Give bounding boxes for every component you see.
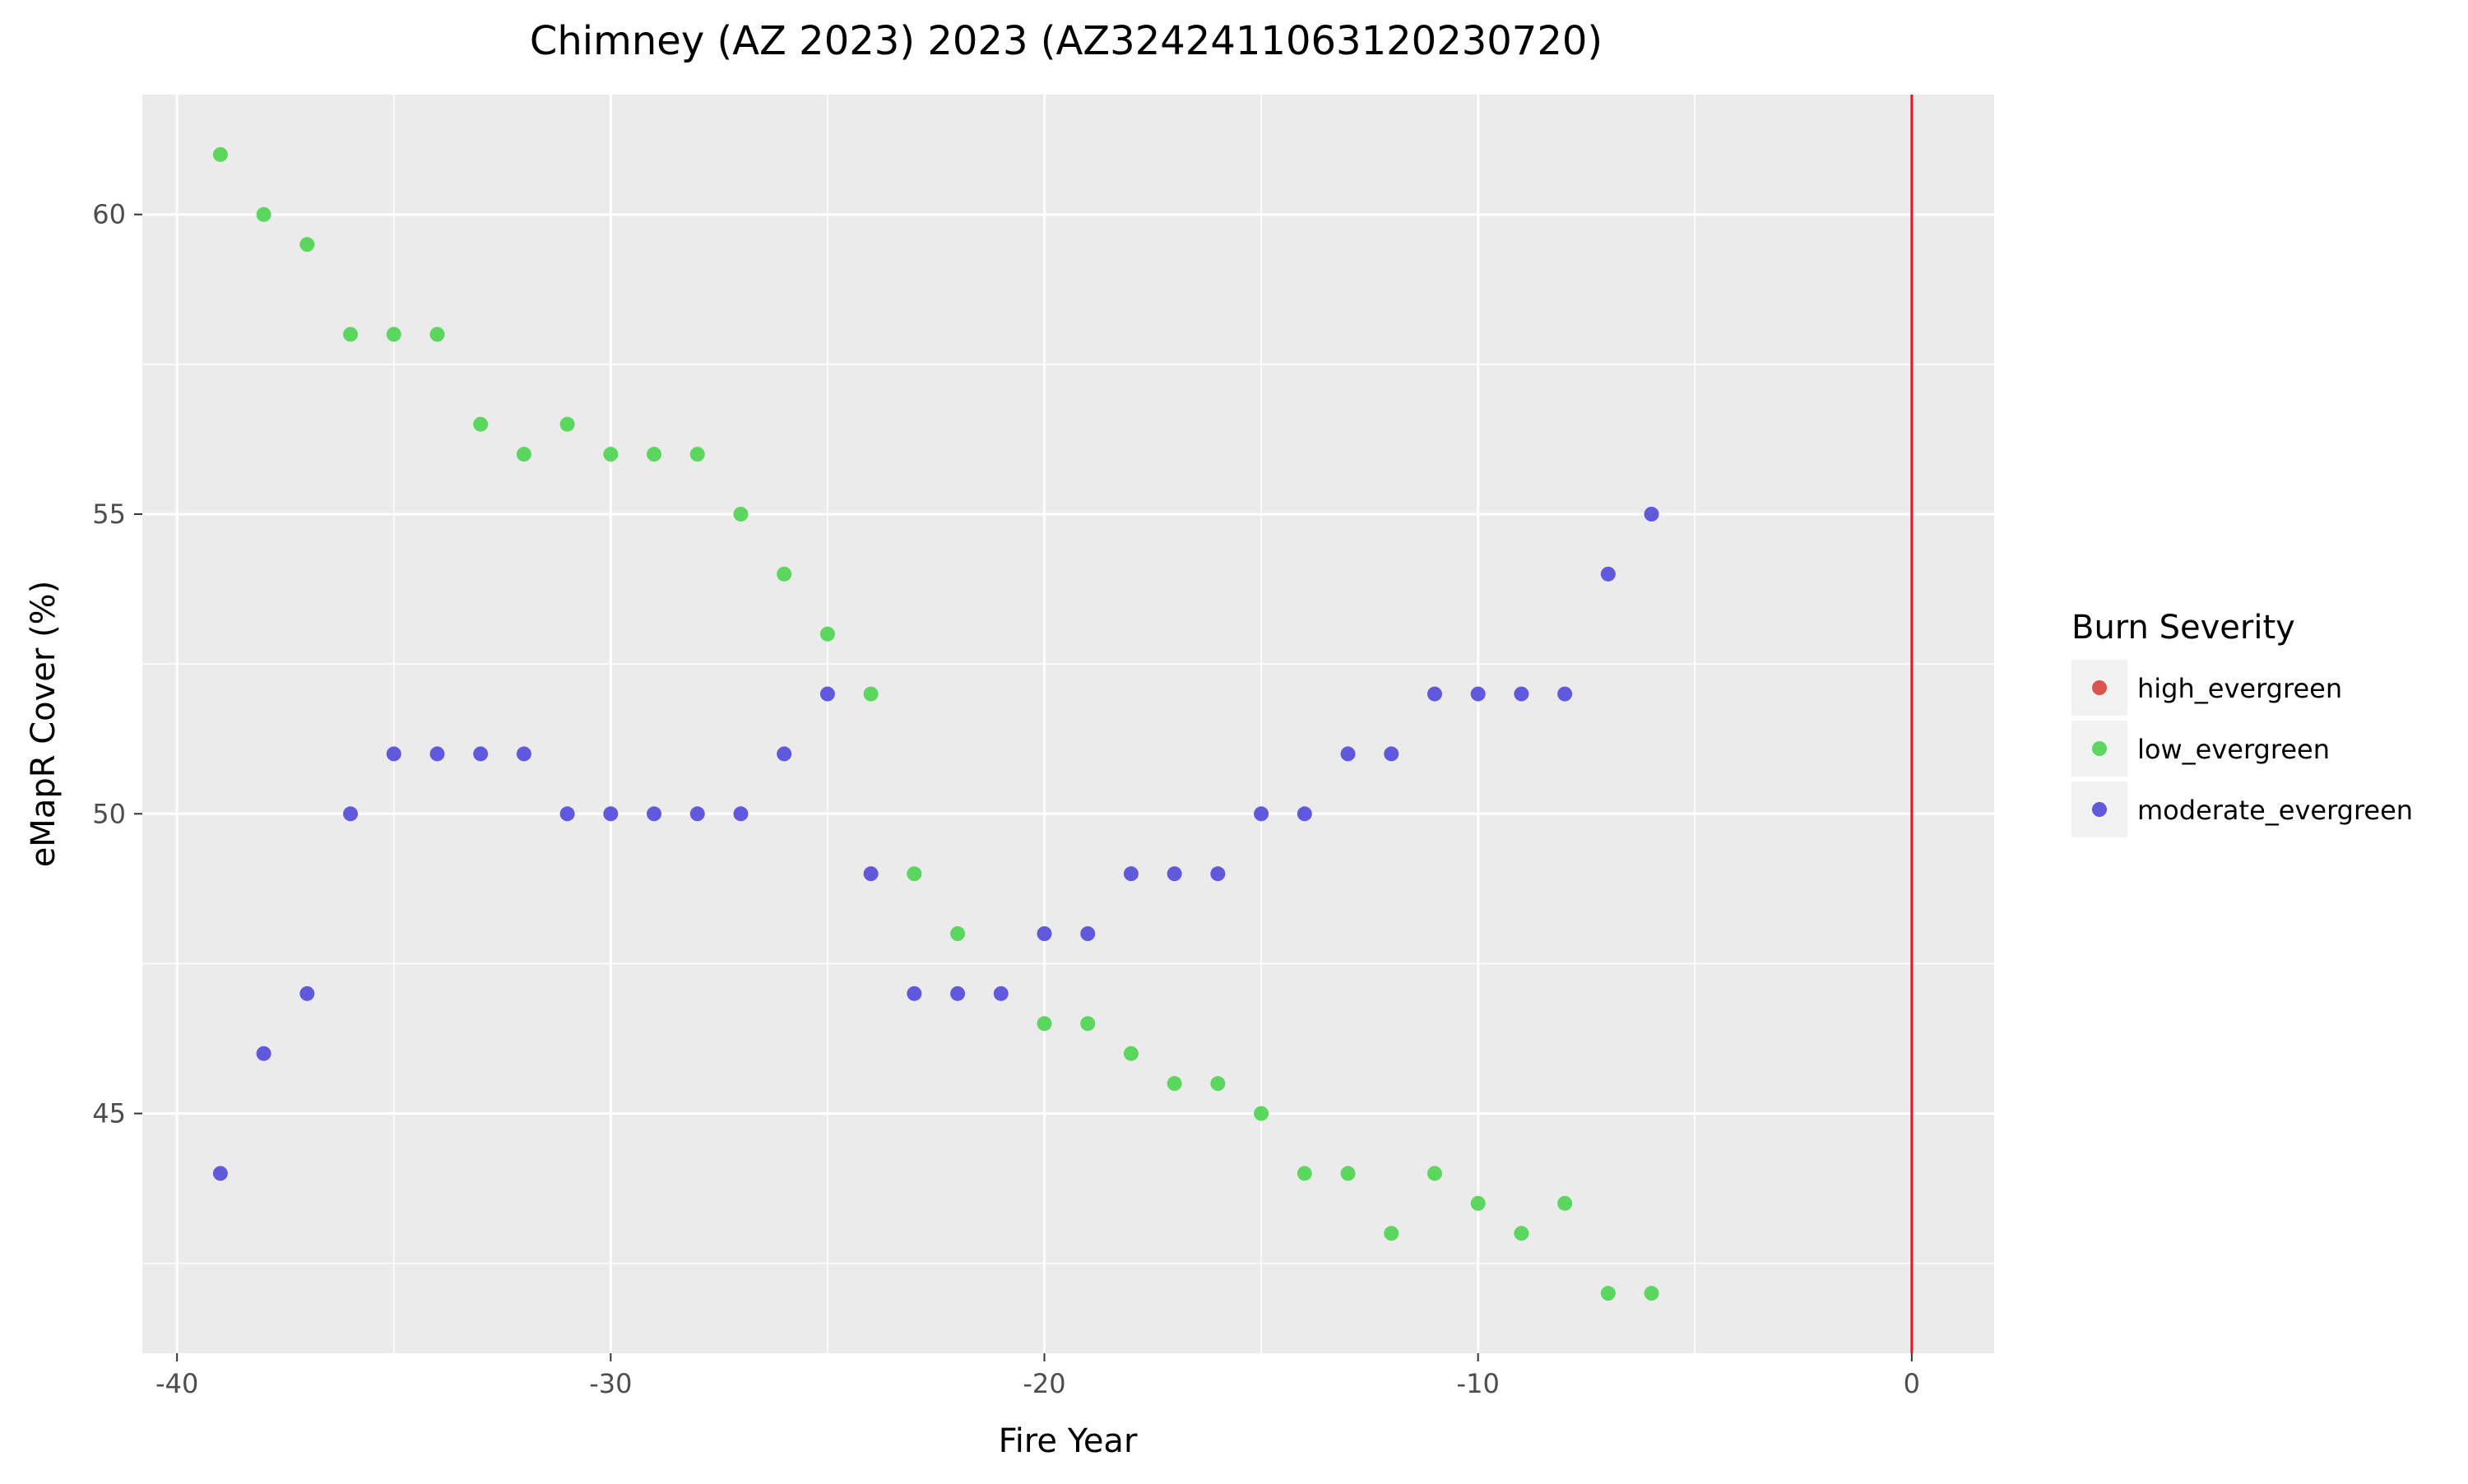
- data-point-moderate-evergreen: [343, 806, 359, 822]
- data-point-moderate-evergreen: [1644, 507, 1659, 522]
- data-point-low-evergreen: [516, 447, 531, 462]
- data-point-low-evergreen: [603, 447, 619, 462]
- data-point-moderate-evergreen: [993, 985, 1009, 1001]
- data-point-low-evergreen: [386, 327, 401, 342]
- data-point-moderate-evergreen: [299, 985, 315, 1001]
- data-point-moderate-evergreen: [256, 1046, 271, 1061]
- y-tick-label: 50: [92, 798, 126, 829]
- x-tick-label: -40: [155, 1368, 198, 1399]
- data-point-low-evergreen: [863, 686, 879, 702]
- data-point-low-evergreen: [1297, 1166, 1312, 1181]
- data-point-moderate-evergreen: [1384, 746, 1399, 762]
- data-point-moderate-evergreen: [1514, 686, 1529, 702]
- data-point-moderate-evergreen: [777, 746, 792, 762]
- data-point-moderate-evergreen: [1167, 866, 1182, 882]
- data-point-moderate-evergreen: [1470, 686, 1486, 702]
- data-point-moderate-evergreen: [1037, 926, 1052, 941]
- data-point-moderate-evergreen: [950, 985, 966, 1001]
- grid-minor: [142, 95, 1994, 1353]
- data-point-low-evergreen: [559, 416, 575, 432]
- data-point-moderate-evergreen: [863, 866, 879, 882]
- data-point-moderate-evergreen: [559, 806, 575, 822]
- x-axis-title: Fire Year: [999, 1422, 1138, 1460]
- data-point-low-evergreen: [1470, 1195, 1486, 1211]
- data-point-low-evergreen: [299, 237, 315, 253]
- data-point-moderate-evergreen: [516, 746, 531, 762]
- data-point-moderate-evergreen: [1210, 866, 1226, 882]
- data-point-moderate-evergreen: [473, 746, 489, 762]
- data-point-low-evergreen: [1210, 1076, 1226, 1092]
- data-points: [212, 146, 1659, 1301]
- data-point-low-evergreen: [1514, 1226, 1529, 1241]
- data-point-moderate-evergreen: [1600, 566, 1616, 582]
- data-point-moderate-evergreen: [819, 686, 835, 702]
- data-point-moderate-evergreen: [1080, 926, 1096, 941]
- data-point-low-evergreen: [1384, 1226, 1399, 1241]
- legend-marker-high-evergreen: [2092, 680, 2107, 695]
- chart-title: Chimney (AZ 2023) 2023 (AZ32424110631202…: [530, 18, 1603, 64]
- data-point-low-evergreen: [1254, 1106, 1269, 1121]
- data-point-low-evergreen: [1080, 1016, 1096, 1032]
- data-point-low-evergreen: [1340, 1166, 1356, 1181]
- plot-panel: [142, 95, 1994, 1353]
- data-point-moderate-evergreen: [907, 985, 922, 1001]
- data-point-low-evergreen: [1167, 1076, 1182, 1092]
- data-point-low-evergreen: [647, 447, 662, 462]
- data-point-low-evergreen: [733, 507, 749, 522]
- data-point-low-evergreen: [1427, 1166, 1442, 1181]
- y-axis-title: eMapR Cover (%): [25, 581, 63, 868]
- data-point-low-evergreen: [473, 416, 489, 432]
- y-tick-label: 55: [92, 499, 126, 530]
- data-point-low-evergreen: [1557, 1195, 1573, 1211]
- data-point-low-evergreen: [1123, 1046, 1139, 1061]
- data-point-moderate-evergreen: [429, 746, 445, 762]
- data-point-low-evergreen: [1037, 1016, 1052, 1032]
- data-point-moderate-evergreen: [1297, 806, 1312, 822]
- legend-label: high_evergreen: [2137, 673, 2342, 704]
- x-tick-label: -30: [589, 1368, 632, 1399]
- legend-label: moderate_evergreen: [2137, 795, 2413, 826]
- data-point-low-evergreen: [819, 626, 835, 642]
- legend-title: Burn Severity: [2071, 609, 2295, 647]
- data-point-low-evergreen: [212, 146, 228, 162]
- legend-label: low_evergreen: [2137, 734, 2330, 765]
- data-point-low-evergreen: [907, 866, 922, 882]
- data-point-moderate-evergreen: [386, 746, 401, 762]
- data-point-moderate-evergreen: [212, 1166, 228, 1181]
- x-axis: -40 -30 -20 -10 0: [155, 1353, 1920, 1399]
- data-point-moderate-evergreen: [1557, 686, 1573, 702]
- x-tick-label: 0: [1904, 1368, 1920, 1399]
- data-point-moderate-evergreen: [603, 806, 619, 822]
- data-point-low-evergreen: [950, 926, 966, 941]
- data-point-low-evergreen: [689, 447, 705, 462]
- data-point-moderate-evergreen: [689, 806, 705, 822]
- data-point-low-evergreen: [343, 327, 359, 342]
- data-point-moderate-evergreen: [1254, 806, 1269, 822]
- data-point-low-evergreen: [1600, 1286, 1616, 1301]
- data-point-low-evergreen: [777, 566, 792, 582]
- data-point-moderate-evergreen: [1123, 866, 1139, 882]
- data-point-moderate-evergreen: [1427, 686, 1442, 702]
- y-tick-label: 45: [92, 1098, 126, 1129]
- legend-keys: high_evergreen low_evergreen moderate_ever…: [2071, 660, 2413, 837]
- data-point-low-evergreen: [1644, 1286, 1659, 1301]
- y-tick-label: 60: [92, 199, 126, 230]
- legend-marker-low-evergreen: [2092, 741, 2107, 756]
- data-point-low-evergreen: [256, 206, 271, 222]
- x-tick-label: -20: [1023, 1368, 1065, 1399]
- data-point-low-evergreen: [429, 327, 445, 342]
- legend: Burn Severity high_evergreen low_evergree…: [2071, 609, 2413, 837]
- data-point-moderate-evergreen: [1340, 746, 1356, 762]
- legend-marker-moderate-evergreen: [2092, 802, 2107, 817]
- data-point-moderate-evergreen: [647, 806, 662, 822]
- x-tick-label: -10: [1457, 1368, 1500, 1399]
- data-point-moderate-evergreen: [733, 806, 749, 822]
- y-axis: 45 50 55 60: [92, 199, 142, 1129]
